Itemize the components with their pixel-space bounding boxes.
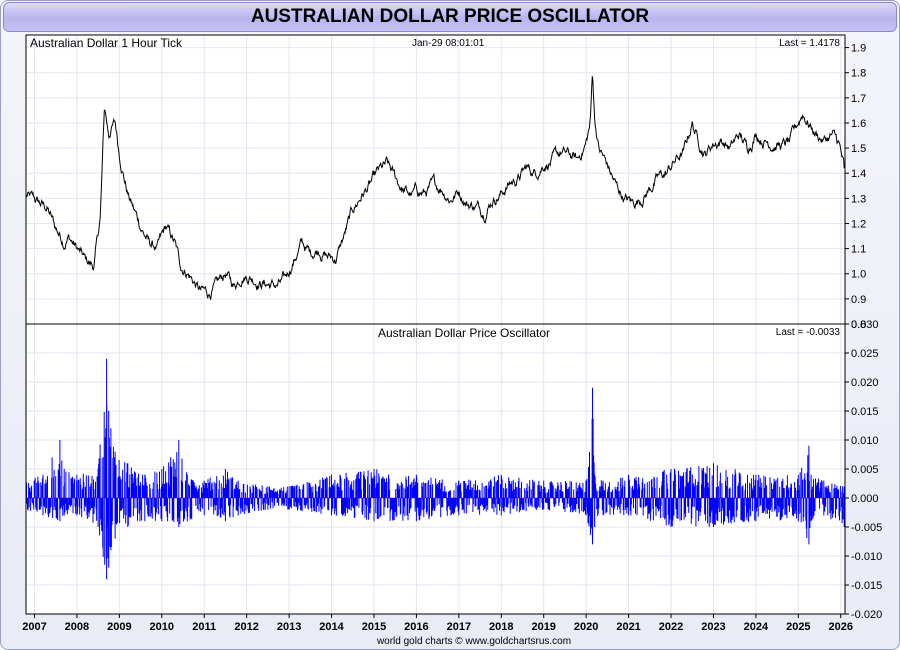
x-tick-label: 2023 (701, 621, 725, 633)
y-tick-label-price: 1.4 (851, 168, 866, 180)
y-tick-label-price: 1.3 (851, 193, 866, 205)
x-tick-label: 2007 (22, 621, 46, 633)
price-panel-title: Australian Dollar 1 Hour Tick (30, 36, 183, 50)
x-tick-label: 2022 (659, 621, 683, 633)
x-tick-label: 2019 (531, 621, 555, 633)
x-tick-label: 2017 (447, 621, 471, 633)
y-tick-label-oscillator: -0.020 (851, 609, 882, 621)
y-tick-label-price: 1.8 (851, 68, 866, 80)
price-last-label: Last = 1.4178 (779, 38, 840, 49)
y-tick-label-price: 1.2 (851, 218, 866, 230)
x-tick-label: 2010 (150, 621, 174, 633)
x-tick-label: 2011 (192, 621, 216, 633)
y-tick-label-oscillator: 0.010 (851, 435, 879, 447)
y-tick-label-oscillator: 0.020 (851, 377, 879, 389)
y-tick-label-price: 1.0 (851, 269, 866, 281)
x-tick-label: 2026 (829, 621, 853, 633)
x-tick-label: 2009 (107, 621, 131, 633)
x-axis-ticks: 2007 2008 2009 2010 2011 2012 2013 2014 2015 2016… (22, 614, 853, 633)
y-tick-label-oscillator: -0.005 (851, 522, 882, 534)
y-tick-label-price: 0.8 (851, 319, 866, 331)
y-tick-label-oscillator: 0.030 (851, 319, 879, 331)
oscillator-last-label: Last = -0.0033 (776, 327, 841, 338)
y-tick-label-price: 1.1 (851, 244, 866, 256)
y-tick-label-oscillator: 0.025 (851, 348, 879, 360)
x-tick-label: 2016 (404, 621, 428, 633)
x-tick-label: 2020 (574, 621, 598, 633)
x-tick-label: 2024 (744, 621, 769, 633)
x-tick-label: 2025 (786, 621, 810, 633)
x-tick-label: 2021 (616, 621, 640, 633)
footer-credit: world gold charts © www.goldchartsrus.co… (376, 636, 571, 647)
y-tick-label-price: 1.5 (851, 143, 866, 155)
y-tick-label-oscillator: 0.005 (851, 464, 879, 476)
x-tick-label: 2008 (65, 621, 89, 633)
chart-title: AUSTRALIAN DOLLAR PRICE OSCILLATOR (3, 2, 897, 32)
price-panel-timestamp: Jan-29 08:01:01 (412, 38, 485, 49)
y-tick-label-price: 1.7 (851, 93, 866, 105)
price-series (25, 76, 845, 300)
x-tick-label: 2014 (319, 621, 344, 633)
x-tick-label: 2013 (277, 621, 301, 633)
y-tick-label-oscillator: 0.000 (851, 493, 879, 505)
y-tick-label-oscillator: -0.010 (851, 551, 882, 563)
x-tick-label: 2012 (234, 621, 258, 633)
y-tick-label-oscillator: -0.015 (851, 580, 882, 592)
y-tick-label-price: 1.6 (851, 118, 866, 130)
x-tick-label: 2018 (489, 621, 513, 633)
price-line (25, 76, 845, 300)
price-panel (25, 34, 846, 325)
y-tick-label-price: 1.9 (851, 43, 866, 55)
y-tick-label-oscillator: 0.015 (851, 406, 879, 418)
oscillator-panel-title: Australian Dollar Price Oscillator (378, 326, 550, 340)
x-tick-label: 2015 (362, 621, 386, 633)
y-tick-label-price: 0.9 (851, 294, 866, 306)
y-axis-ticks: 1.9 1.8 1.7 1.6 1.5 1.4 1.3 1.2 1.1 1.0 0.9 0.80.03… (845, 43, 882, 621)
